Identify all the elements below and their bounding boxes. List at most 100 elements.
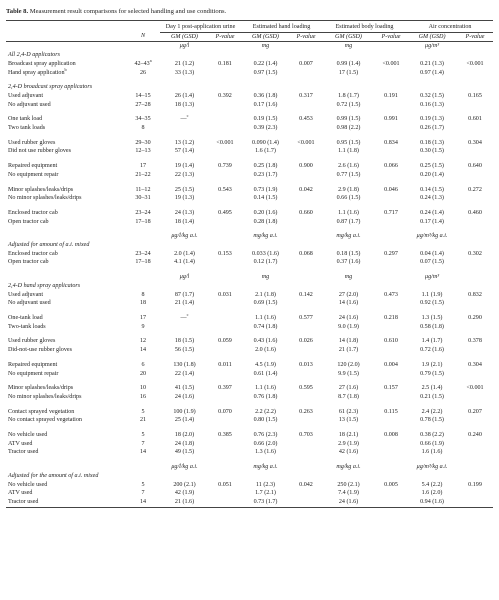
cell: 23–24: [135, 209, 151, 216]
row-label: Two-tank loads: [8, 323, 46, 330]
cell: 1.6 (1.7): [255, 148, 276, 155]
unit: mg: [261, 43, 270, 50]
cell: 1.9 (2.1): [421, 361, 443, 368]
cell: 200 (2.1): [173, 481, 196, 488]
caption-text: Measurement result comparisons for selec…: [29, 8, 227, 15]
row-label: Did not use rubber gloves: [8, 148, 71, 155]
blank: [6, 273, 126, 282]
caption-label: Table 8.: [6, 8, 29, 15]
blank: [375, 42, 407, 51]
cell: <0.001: [297, 139, 315, 146]
unit: mg: [261, 274, 270, 281]
footnote-mark: b: [64, 66, 67, 72]
header-group-row: Day 1 post-application urine Estimated ha…: [6, 20, 494, 33]
cell: 21: [139, 417, 147, 424]
cell: 2.9 (1.9): [338, 440, 359, 447]
cell: 24 (1.8): [174, 440, 195, 447]
data-row: One-tank load 17 —c 1.1 (1.6) 0.577 24 (1.6) 0…: [6, 312, 493, 323]
units-row: μg/l/kg a.i. mg/kg a.i. mg/kg a.i. μg/m³/kg…: [6, 463, 493, 472]
row-label: Tractor used: [6, 497, 126, 508]
cell: [457, 448, 493, 457]
header-group: Air concentration: [407, 20, 494, 33]
cell: [290, 416, 322, 425]
cell: <0.001: [216, 139, 234, 146]
blank: [6, 42, 126, 51]
data-row: Contact sprayed vegetation 5 100 (1.9) 0.07…: [6, 408, 493, 417]
cell: 0.20 (1.4): [420, 171, 444, 178]
cell: 24 (1.6): [174, 393, 195, 400]
units-row: μg/l/kg a.i. mg/kg a.i. mg/kg a.i. μg/m³/kg…: [6, 232, 493, 241]
cell: 0.14 (1.5): [253, 195, 278, 202]
cell: 0.304: [468, 139, 482, 146]
row-label: No minor splashes/leaks/drips: [8, 393, 82, 400]
cell: [290, 370, 322, 379]
cell: [290, 101, 322, 110]
cell: 0.36 (1.8): [253, 92, 278, 99]
cell: 0.25 (1.8): [253, 163, 278, 170]
data-row: Used adjuvant 14–15 26 (1.4) 0.392 0.36 (1.8…: [6, 92, 493, 101]
cell: 0.66 (2.0): [253, 440, 278, 447]
blank: [209, 273, 241, 282]
cell: 0.43 (1.6): [253, 338, 278, 345]
cell: [375, 194, 407, 203]
cell: 24 (1.6): [338, 314, 359, 321]
row-label: Contact sprayed vegetation: [8, 408, 75, 415]
cell: [209, 218, 241, 227]
cell: 0.76 (2.3): [253, 432, 278, 439]
cell: [209, 393, 241, 402]
cell: 9.0 (1.9): [338, 323, 359, 330]
cell: 27 (1.6): [338, 385, 359, 392]
blank: [126, 273, 160, 282]
cell: 0.23 (1.7): [253, 171, 278, 178]
cell: 0.191: [384, 92, 398, 99]
cell: 0.20 (1.6): [253, 209, 278, 216]
cell: 8.7 (1.8): [338, 393, 359, 400]
header-column-row: N GM (GSD) P-value GM (GSD) P-value GM (GSD) P…: [6, 32, 494, 43]
cell: 0.031: [218, 291, 232, 298]
data-row: Repaired equipment 17 19 (1.4) 0.739 0.25 (1…: [6, 162, 493, 171]
cell: [457, 416, 493, 425]
cell: [290, 448, 322, 457]
cell: 0.317: [299, 92, 313, 99]
cell: [457, 323, 493, 332]
cell: 12: [139, 338, 147, 345]
data-row: Two tank loads 8 0.39 (2.3) 0.98 (2.2) 0.26 …: [6, 124, 493, 133]
data-row: Did-not-use rubber gloves 14 56 (1.5) 2.0 (…: [6, 346, 493, 355]
cell: 0.397: [218, 385, 232, 392]
row-label: No equipment repair: [8, 171, 59, 178]
row-label: Used rubber gloves: [8, 139, 56, 146]
cell: 0.72 (1.5): [336, 101, 361, 108]
cell: 0.392: [218, 92, 232, 99]
cell: [160, 323, 209, 332]
cell: 0.30 (1.5): [420, 148, 444, 155]
cell: [457, 497, 494, 508]
row-label: Did-not-use rubber gloves: [8, 347, 72, 354]
cell: [457, 194, 493, 203]
header-blank: [126, 20, 160, 33]
cell: [209, 299, 241, 308]
cell: [209, 171, 241, 180]
cell: 7: [141, 440, 145, 447]
row-label: Repaired equipment: [8, 163, 58, 170]
cell: 0.95 (1.5): [336, 139, 361, 146]
cell: [457, 171, 493, 180]
cell: 10: [139, 385, 147, 392]
cell: 1.1 (1.6): [255, 314, 276, 321]
cell: [375, 497, 408, 508]
cell: 5: [141, 481, 145, 488]
cell: 18 (1.5): [174, 338, 195, 345]
cell: 2.9 (1.8): [338, 186, 359, 193]
cell: [375, 448, 407, 457]
cell: <0.001: [382, 60, 400, 67]
cell: 120 (2.0): [337, 361, 360, 368]
cell: [290, 323, 322, 332]
cell: 17–18: [135, 259, 151, 266]
cell: 12–13: [135, 148, 151, 155]
cell: 0.051: [218, 481, 232, 488]
section-title: 2,4-D hand spray applicators: [8, 282, 81, 289]
cell: 0.004: [384, 361, 398, 368]
cell: 0.297: [384, 250, 398, 257]
cell: 0.033 (1.6): [252, 250, 279, 257]
cell: 7.4 (1.9): [338, 490, 359, 497]
blank: [209, 42, 241, 51]
